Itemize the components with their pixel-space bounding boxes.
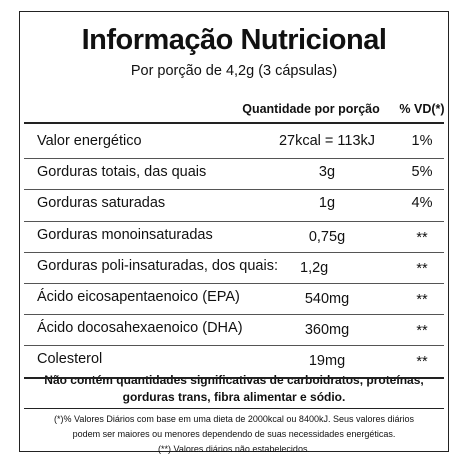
nutrient-amount: 1,2g [300, 259, 329, 276]
nutrient-dv: 4% [411, 195, 433, 212]
nutrient-dv: ** [416, 323, 428, 340]
nutrient-dv: 5% [411, 164, 433, 181]
row-rule [24, 314, 444, 316]
nutrient-amount: 0,75g [308, 228, 346, 245]
table-end-rule [24, 376, 444, 379]
nutrient-dv: 1% [411, 133, 433, 149]
label-panel [19, 11, 449, 452]
row-rule [24, 189, 444, 191]
row-rule [24, 283, 444, 284]
nutrient-dv: ** [416, 292, 428, 308]
nutrient-amount: 19mg [308, 353, 346, 370]
note-rule [24, 408, 444, 409]
nutrient-name: Ácido docosahexaenoico (DHA) [37, 320, 243, 337]
footnote: podem ser maiores ou menores dependendo … [72, 429, 396, 439]
nutrient-dv: ** [416, 229, 428, 246]
header-rule [24, 122, 444, 124]
nutrient-amount: 3g [318, 164, 336, 181]
nutrient-name: Colesterol [37, 351, 103, 368]
nutrient-amount: 360mg [304, 322, 350, 339]
subtitle: Por porção de 4,2g (3 cápsulas) [130, 63, 338, 79]
footnote: (*)% Valores Diários com base em uma die… [53, 414, 414, 424]
nutrient-name: Valor energético [37, 133, 142, 149]
nutrient-amount: 1g [318, 195, 336, 212]
row-rule [24, 220, 444, 222]
nutrient-name: Gorduras totais, das quais [37, 164, 207, 181]
nutrient-dv: ** [416, 260, 428, 277]
title: Informação Nutricional [81, 24, 387, 56]
nutrient-amount: 540mg [304, 291, 350, 307]
row-rule [24, 158, 444, 160]
footnote: (**) Valores diários não estabelecidos. [158, 444, 310, 454]
note-line: Não contém quantidades significativas de… [44, 373, 424, 387]
nutrient-name: Gorduras poli-insaturadas, dos quais: [37, 257, 278, 274]
note-line: gorduras trans, fibra alimentar e sódio. [122, 390, 346, 404]
row-rule [24, 251, 444, 253]
column-header: Quantidade por porção [242, 102, 380, 116]
nutrient-dv: ** [416, 354, 428, 371]
column-header: % VD(*) [399, 102, 445, 116]
nutrient-name: Ácido eicosapentaenoico (EPA) [37, 289, 240, 305]
note: Não contém quantidades significativas de… [0, 372, 468, 406]
nutrient-amount: 27kcal = 113kJ [278, 133, 376, 149]
nutrient-name: Gorduras monoinsaturadas [37, 226, 213, 243]
nutrient-name: Gorduras saturadas [37, 195, 166, 212]
row-rule [24, 345, 444, 347]
